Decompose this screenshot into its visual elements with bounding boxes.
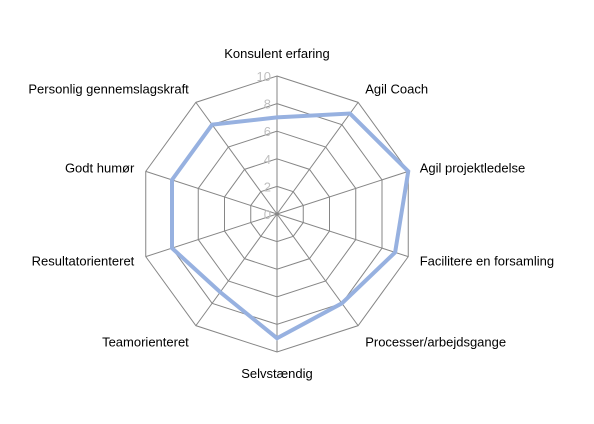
grid-spoke — [276, 213, 359, 326]
category-label: Teamorienteret — [102, 334, 189, 349]
radial-tick-labels: 0 2 4 6 8 10 — [257, 69, 271, 222]
category-label: Konsulent erfaring — [224, 46, 330, 61]
category-label: Agil Coach — [365, 82, 428, 97]
radial-tick-label: 8 — [264, 97, 271, 112]
grid-spoke — [145, 213, 278, 258]
category-label: Processer/arbejdsgange — [365, 334, 506, 349]
grid-spoke — [195, 213, 278, 326]
grid-spoke — [276, 213, 409, 258]
category-label: Godt humør — [65, 161, 135, 176]
category-label: Facilitere en forsamling — [420, 253, 554, 268]
radial-tick-label: 4 — [264, 152, 271, 167]
category-label: Personlig gennemslagskraft — [28, 82, 189, 97]
radial-tick-label: 0 — [264, 207, 271, 222]
grid-spoke — [145, 170, 278, 215]
radar-grid — [145, 75, 409, 353]
radial-tick-label: 10 — [257, 69, 271, 84]
category-labels: Konsulent erfaring Agil Coach Agil projekt… — [28, 46, 554, 381]
category-label: Resultatorienteret — [32, 253, 135, 268]
series-line — [170, 111, 411, 341]
grid-spoke — [276, 170, 409, 215]
grid-spoke — [195, 102, 278, 215]
radial-tick-label: 6 — [264, 124, 271, 139]
radial-tick-label: 2 — [264, 179, 271, 194]
category-label: Selvstændig — [241, 366, 313, 381]
radar-series — [170, 111, 411, 341]
category-label: Agil projektledelse — [420, 161, 526, 176]
grid-spoke — [276, 102, 359, 215]
